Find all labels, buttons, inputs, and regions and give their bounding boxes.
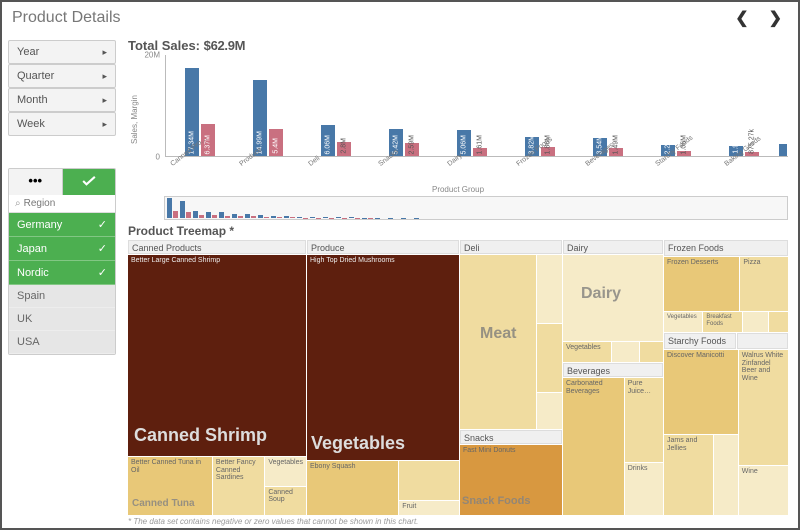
region-item-spain[interactable]: Spain [9,285,115,308]
overview-chart[interactable] [164,196,788,220]
filter-week[interactable]: Week▸ [8,112,116,136]
page-title: Product Details [12,9,121,27]
sidebar: Year▸Quarter▸Month▸Week▸ ••• ⌕ Region Ge… [2,34,122,528]
region-item-nordic[interactable]: Nordic✓ [9,261,115,285]
total-sales-label: Total Sales: $62.9M [128,38,788,53]
filter-quarter[interactable]: Quarter▸ [8,64,116,88]
filter-year[interactable]: Year▸ [8,40,116,64]
region-more-button[interactable]: ••• [9,169,63,195]
product-treemap[interactable]: Canned ProductsBetter Large Canned Shrim… [128,240,788,515]
region-item-usa[interactable]: USA [9,331,115,354]
region-search[interactable]: ⌕ Region [9,195,115,213]
region-item-uk[interactable]: UK [9,308,115,331]
next-arrow[interactable]: ❯ [763,6,788,30]
region-item-japan[interactable]: Japan✓ [9,237,115,261]
treemap-title: Product Treemap * [128,224,788,238]
region-item-germany[interactable]: Germany✓ [9,213,115,237]
treemap-footnote: * The data set contains negative or zero… [128,517,788,526]
region-confirm-button[interactable] [63,169,116,195]
prev-arrow[interactable]: ❮ [729,6,754,30]
region-filter: ••• ⌕ Region Germany✓Japan✓Nordic✓SpainU… [8,168,116,355]
filter-month[interactable]: Month▸ [8,88,116,112]
search-icon: ⌕ [15,198,21,209]
sales-margin-chart[interactable]: Sales, Margin 20M 0 17.34M6.37M14.99M5.4… [128,55,788,185]
chart-x-title: Product Group [128,185,788,194]
